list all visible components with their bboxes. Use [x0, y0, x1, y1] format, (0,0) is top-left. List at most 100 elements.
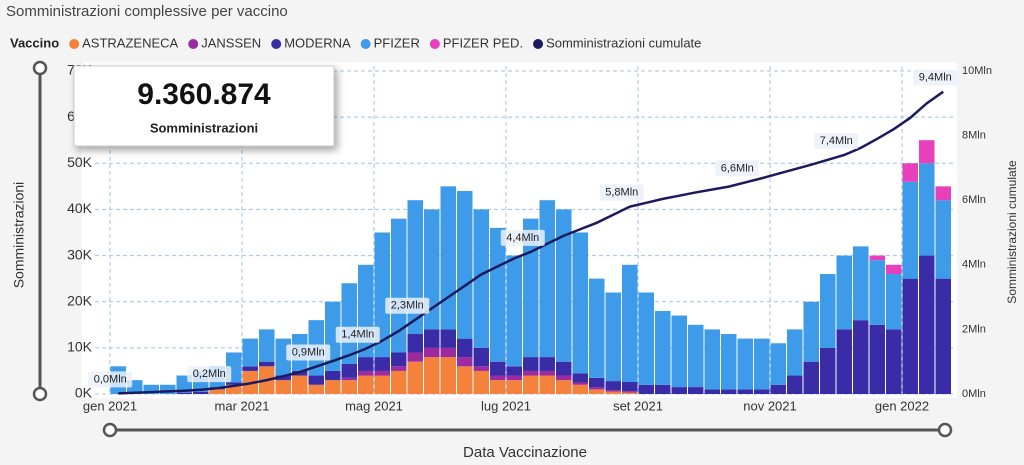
card: 9.360.874 Somministrazioni [73, 65, 335, 147]
bar-segment [440, 357, 456, 394]
bar-segment [787, 375, 803, 394]
bar-segment [325, 380, 341, 394]
bar-segment [605, 391, 621, 394]
x-tick-label: mar 2021 [215, 398, 270, 413]
bar-segment [803, 301, 819, 362]
x-tick-label: nov 2021 [743, 398, 797, 413]
bar-segment [803, 361, 819, 394]
bar-segment [473, 366, 489, 371]
data-label-bg [286, 344, 331, 361]
bar-segment [886, 329, 902, 394]
bar-segment [275, 380, 291, 394]
slider-handle[interactable] [102, 422, 118, 438]
bar-segment [506, 255, 522, 367]
bar-segment [358, 370, 374, 376]
bar-segment [506, 366, 522, 376]
bar-segment [490, 361, 506, 376]
legend-label: JANSSEN [201, 35, 261, 50]
bar-segment [622, 264, 638, 383]
bar-segment [391, 366, 407, 371]
bar-segment [770, 343, 786, 385]
bar-segment [391, 352, 407, 367]
legend-item: ASTRAZENECA [69, 35, 179, 50]
legend-item: Somministrazioni cumulate [533, 35, 701, 50]
horizontal-slider[interactable] [102, 422, 953, 438]
bar-segment [407, 361, 423, 394]
bar-segment [506, 380, 522, 394]
bar-segment [424, 329, 440, 348]
bar-segment [209, 389, 225, 394]
bar-segment [407, 352, 423, 362]
data-label-bg [187, 366, 232, 383]
bar-segment [572, 232, 588, 374]
data-label-bg [599, 184, 644, 201]
bar-segment [457, 190, 473, 339]
data-label: 9,4Mln [919, 72, 952, 84]
bar-segment [341, 364, 357, 378]
bar-segment [688, 387, 704, 394]
bar-segment [919, 163, 935, 256]
data-label-bg [715, 160, 760, 177]
bar-segment [457, 357, 473, 367]
bar-segment [737, 389, 753, 394]
data-label: 0,2Mln [193, 368, 226, 380]
slider-handle[interactable] [937, 422, 953, 438]
data-label-bg [814, 132, 859, 149]
data-label-bg [88, 371, 133, 388]
y2-tick-label: 10Mln [962, 65, 992, 77]
bar-segment [902, 163, 918, 182]
card-value: 9.360.874 [137, 78, 271, 111]
bar-segment [341, 380, 357, 394]
bar-segment [869, 255, 885, 261]
bar-segment [572, 373, 588, 383]
bar-segment [754, 389, 770, 394]
data-label: 0,9Mln [292, 346, 325, 358]
bar-segment [605, 292, 621, 382]
bar-segment [407, 334, 423, 353]
bar-segment [275, 375, 291, 381]
slider-handle[interactable] [32, 60, 48, 76]
bar-segment [341, 283, 357, 365]
bar-segment [226, 382, 242, 385]
bar-segment [886, 264, 902, 275]
bar-segment [754, 338, 770, 390]
legend-item: PFIZER [360, 35, 420, 50]
bar-segment [176, 392, 192, 394]
bar-segment [523, 357, 539, 371]
bar-segment [374, 232, 390, 358]
bar-segment [655, 384, 671, 394]
bar-segment [556, 375, 572, 381]
bar-segment [193, 391, 209, 394]
bar-segment [523, 370, 539, 376]
bar-segment [572, 384, 588, 394]
bar-segment [490, 227, 506, 362]
legend-marker [69, 39, 80, 49]
bar-segment [836, 255, 852, 330]
bar-segment [490, 375, 506, 381]
plot: 0K10K20K30K40K50K60K70K0Mln2Mln4Mln6Mln8… [67, 62, 992, 414]
legend-label: PFIZER [374, 35, 420, 50]
bar-segment [391, 370, 407, 394]
bar-segment [374, 375, 390, 394]
bar-segment [556, 209, 572, 362]
y-tick-label: 0K [75, 385, 93, 401]
x-tick-label: set 2021 [613, 398, 663, 413]
bar-segment [473, 347, 489, 367]
bar-segment [655, 310, 671, 385]
bar-segment [259, 329, 275, 362]
bar-segment [457, 338, 473, 358]
x-tick-label: lug 2021 [481, 398, 531, 413]
bar-segment [259, 361, 275, 367]
y-tick-label: 30K [67, 246, 93, 262]
slider-handle[interactable] [32, 386, 48, 402]
y-tick-label: 20K [67, 292, 93, 308]
bar-segment [523, 375, 539, 394]
bar-segment [457, 366, 473, 394]
legend-label: ASTRAZENECA [82, 35, 178, 50]
bar-segment [160, 384, 176, 394]
data-label: 7,4Mln [820, 135, 853, 147]
vertical-slider[interactable] [32, 60, 48, 402]
card-box [73, 65, 335, 147]
y2-tick-label: 0Mln [962, 388, 986, 400]
data-label: 2,3Mln [391, 300, 424, 312]
